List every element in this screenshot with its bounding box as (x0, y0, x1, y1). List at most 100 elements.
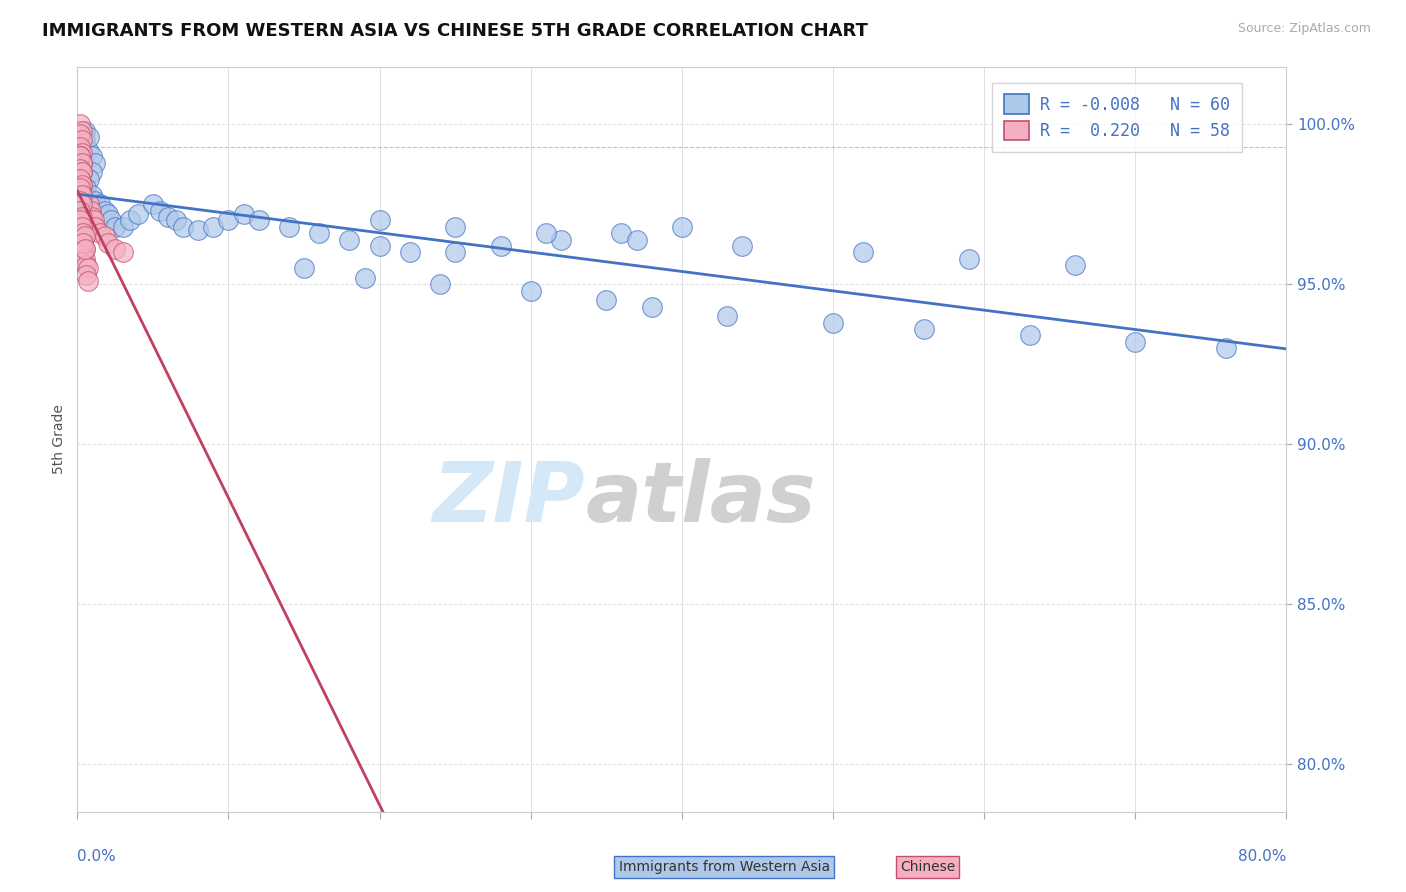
Point (89, 226, 111, 240)
Point (84, 194, 107, 209)
Point (70, 187, 93, 202)
Point (72, 226, 94, 240)
Point (731, 239, 754, 253)
Text: atlas: atlas (585, 458, 815, 540)
Point (218, 213, 240, 227)
Point (70, 156, 93, 170)
Point (278, 219, 301, 234)
Point (82, 149, 104, 163)
Point (429, 277, 451, 292)
Point (69, 171, 91, 186)
Point (957, 252, 980, 266)
Point (142, 197, 165, 211)
Point (716, 310, 738, 324)
Point (69, 127, 91, 141)
Point (104, 242, 127, 256)
Point (70, 146, 93, 161)
Point (70, 165, 93, 179)
Text: Immigrants from Western Asia: Immigrants from Western Asia (619, 860, 830, 874)
Point (1064, 258, 1087, 272)
Point (353, 271, 375, 285)
Point (165, 213, 187, 227)
Point (232, 207, 254, 221)
Point (69, 181, 91, 195)
Point (77, 261, 100, 276)
Text: 0.0%: 0.0% (77, 849, 117, 864)
Point (70, 197, 93, 211)
Point (69, 149, 91, 163)
Point (69, 194, 91, 209)
Point (73, 133, 96, 147)
Point (82, 210, 104, 224)
Point (69, 140, 91, 154)
Point (69, 118, 91, 132)
Point (172, 219, 194, 234)
Point (89, 197, 111, 211)
Point (70, 133, 93, 147)
Point (70, 210, 93, 224)
Text: IMMIGRANTS FROM WESTERN ASIA VS CHINESE 5TH GRADE CORRELATION CHART: IMMIGRANTS FROM WESTERN ASIA VS CHINESE … (42, 22, 868, 40)
Point (368, 239, 391, 253)
Point (70, 187, 93, 202)
Point (641, 300, 664, 314)
Point (127, 207, 149, 221)
Point (69, 194, 91, 209)
Point (77, 143, 100, 157)
Point (852, 245, 875, 260)
Point (84, 219, 107, 234)
Point (912, 322, 935, 336)
Point (149, 203, 172, 218)
Text: Chinese: Chinese (900, 860, 955, 874)
Point (79, 171, 101, 186)
Point (70, 124, 93, 138)
Point (70, 156, 93, 170)
Point (70, 178, 93, 193)
Point (82, 165, 104, 179)
Point (187, 223, 209, 237)
Point (75, 258, 97, 272)
Point (550, 233, 572, 247)
Point (444, 245, 467, 260)
Point (80, 203, 103, 218)
Point (69, 181, 91, 195)
Point (157, 210, 180, 224)
Point (96, 207, 118, 221)
Point (111, 245, 134, 260)
Point (77, 274, 100, 288)
Point (70, 219, 93, 234)
Point (72, 245, 94, 260)
Point (69, 162, 91, 177)
Point (610, 226, 633, 240)
Point (671, 219, 693, 234)
Point (69, 162, 91, 177)
Point (93, 203, 115, 218)
Point (308, 226, 330, 240)
Point (72, 235, 94, 250)
Point (84, 156, 107, 170)
Point (73, 242, 96, 256)
Point (69, 203, 91, 218)
Point (72, 235, 94, 250)
Point (82, 187, 104, 202)
Point (100, 213, 122, 227)
Point (93, 229, 115, 244)
Point (73, 252, 96, 266)
Point (595, 293, 617, 308)
Point (69, 203, 91, 218)
Point (73, 124, 96, 138)
Point (70, 165, 93, 179)
Point (69, 171, 91, 186)
Point (75, 268, 97, 282)
Point (444, 219, 467, 234)
Point (1123, 334, 1146, 349)
Text: 80.0%: 80.0% (1239, 849, 1286, 864)
Point (337, 233, 360, 247)
Point (79, 130, 101, 145)
Point (70, 197, 93, 211)
Point (626, 233, 648, 247)
Point (73, 187, 96, 202)
Point (69, 213, 91, 227)
Point (73, 242, 96, 256)
Point (1215, 341, 1237, 355)
Point (104, 219, 127, 234)
